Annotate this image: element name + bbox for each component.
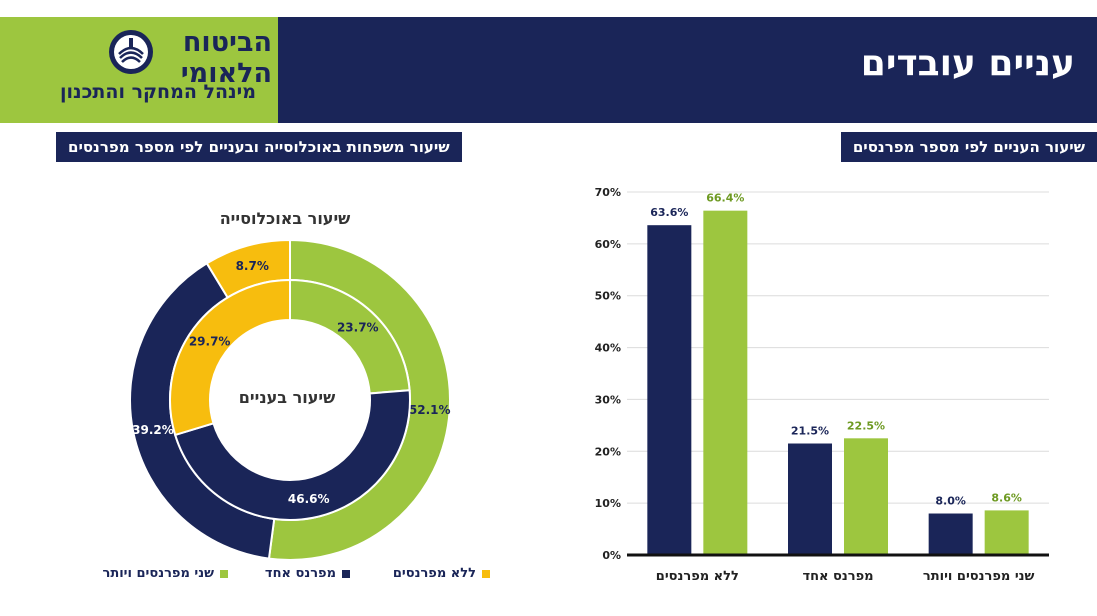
- bar-value-label-2-0: 8.0%: [935, 495, 966, 508]
- bar-value-label-0-0: 63.6%: [650, 206, 688, 219]
- donut-label-ring0-0: 52.1%: [409, 403, 451, 417]
- legend-item-no-earners: ללא מפרנסים: [393, 566, 490, 581]
- y-tick-label: 10%: [595, 497, 621, 510]
- bar-0-1: [703, 210, 748, 555]
- y-tick-label: 40%: [595, 342, 621, 355]
- y-tick-label: 20%: [595, 445, 621, 458]
- legend-item-one-earner: מפרנס אחד: [265, 566, 350, 581]
- logo-name: הביטוח הלאומי: [180, 27, 272, 89]
- donut-chart: שיעור באוכלוסייה שיעור בעניים 52.1% 39.2%…: [129, 209, 452, 561]
- legend-swatch-yellow: [482, 569, 490, 578]
- legend-label: מפרנס אחד: [264, 566, 336, 581]
- x-category-label-2: שני מפרנסים ויותר: [923, 569, 1035, 584]
- x-category-label-0: ללא מפרנסים: [656, 569, 739, 584]
- bar-value-label-1-1: 22.5%: [847, 419, 885, 432]
- y-tick-label: 50%: [595, 290, 621, 303]
- bar-0-0: [647, 225, 692, 555]
- y-tick-label: 70%: [595, 186, 621, 199]
- legend-swatch-navy: [342, 569, 350, 578]
- bar-1-0: [788, 443, 832, 555]
- bar-value-label-0-1: 66.4%: [706, 192, 744, 205]
- donut-slice-ring1-2: [169, 278, 291, 437]
- bar-value-label-2-1: 8.6%: [991, 491, 1022, 504]
- donut-label-ring0-1: 39.2%: [132, 423, 174, 437]
- bar-value-label-1-0: 21.5%: [791, 425, 829, 438]
- legend-swatch-green: [220, 569, 228, 578]
- donut-label-ring1-0: 23.7%: [337, 320, 379, 334]
- donut-label-ring1-2: 29.7%: [189, 334, 231, 348]
- donut-slice-ring1-1: [173, 389, 411, 521]
- inner-ring-title: שיעור בעניים: [239, 388, 335, 407]
- left-section-label: שיעור משפחות באוכלוסייה ובעניים לפי מספר…: [56, 132, 462, 162]
- y-tick-label: 30%: [595, 393, 621, 406]
- outer-ring-title: שיעור באוכלוסייה: [220, 209, 351, 228]
- logo-emblem-icon: [109, 30, 153, 74]
- donut-label-ring1-1: 46.6%: [288, 492, 330, 506]
- y-tick-label: 60%: [595, 238, 621, 251]
- logo-block: הביטוח הלאומי מינהל המחקר והתכנון: [0, 17, 278, 123]
- donut-legend: ללא מפרנסים מפרנס אחד שני מפרנסים ויותר: [90, 566, 490, 590]
- bar-2-0: [928, 513, 973, 555]
- y-tick-label: 0%: [602, 549, 621, 562]
- donut-label-ring0-2: 8.7%: [236, 259, 269, 273]
- top-strip: [0, 0, 1097, 17]
- page-title: עניים עובדים: [860, 43, 1075, 84]
- x-category-label-1: מפרנס אחד: [802, 569, 873, 584]
- bar-1-1: [844, 438, 888, 555]
- legend-label: ללא מפרנסים: [392, 566, 476, 581]
- right-section-label: שיעור העניים לפי מספר מפרנסים: [840, 132, 1097, 162]
- bar-2-1: [984, 510, 1029, 555]
- legend-item-two-earners: שני מפרנסים ויותר: [103, 566, 228, 581]
- logo-subtitle: מינהל המחקר והתכנון: [60, 81, 256, 103]
- header-bar: עניים עובדים: [278, 17, 1097, 123]
- legend-label: שני מפרנסים ויותר: [102, 566, 214, 581]
- bar-chart: 0% 10% 20% 30% 40% 50% 60% 70% 63.6% 66.4% ללא מפר…: [595, 186, 1049, 584]
